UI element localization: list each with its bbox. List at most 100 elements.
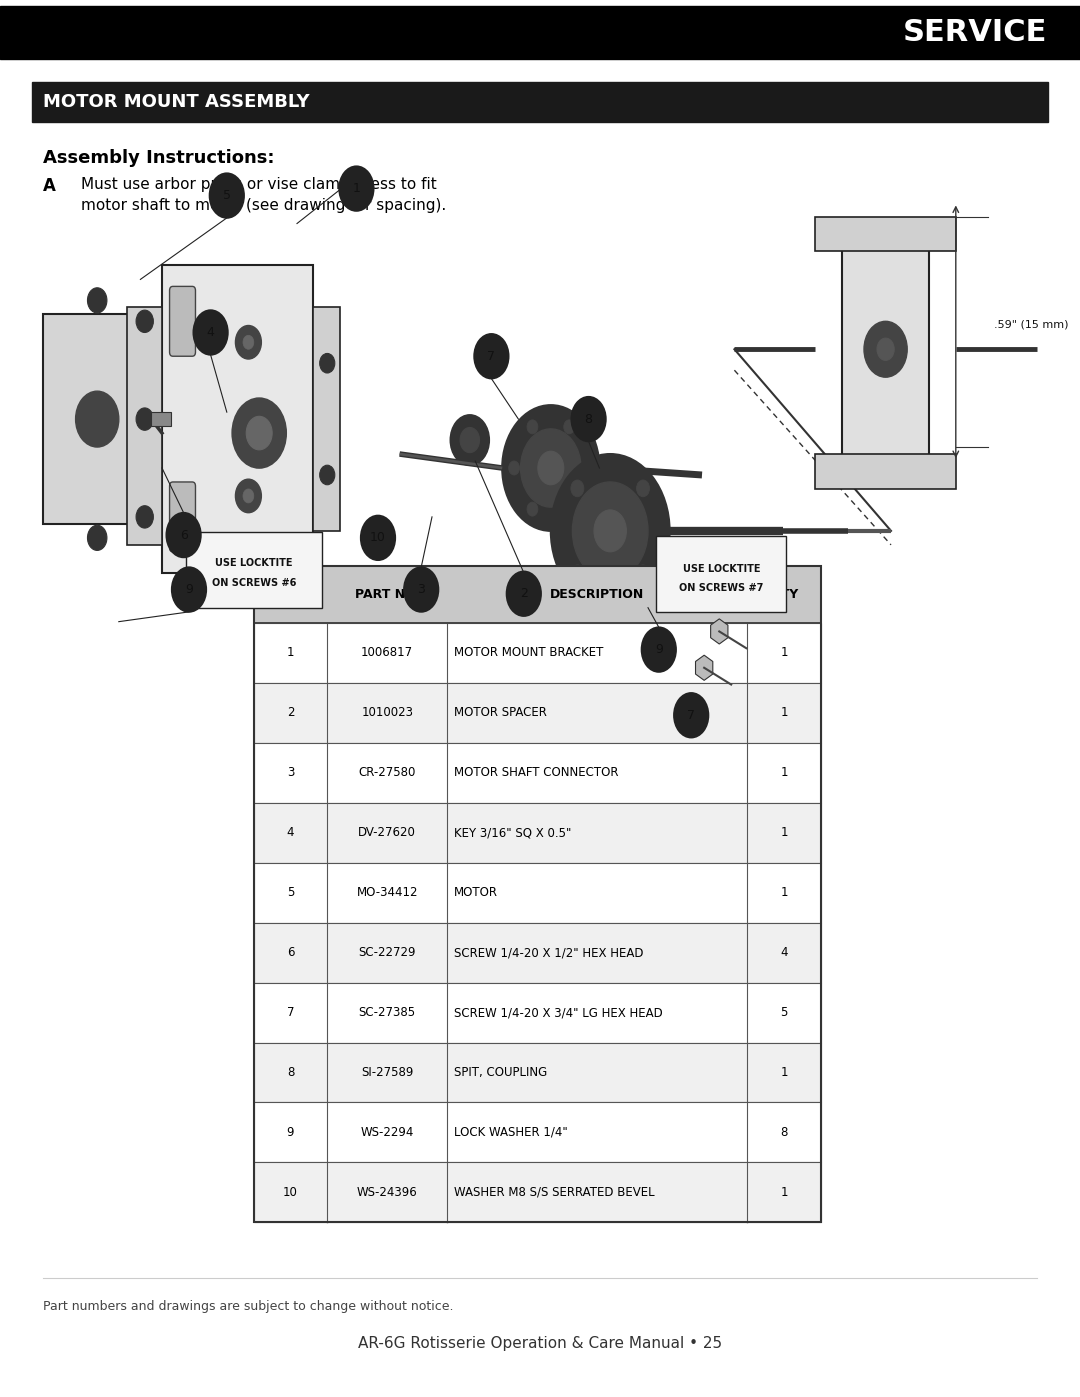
Text: 1: 1 bbox=[781, 766, 788, 780]
Circle shape bbox=[527, 420, 538, 434]
Circle shape bbox=[450, 415, 489, 465]
FancyBboxPatch shape bbox=[842, 237, 929, 475]
Circle shape bbox=[243, 335, 254, 349]
Text: SC-27385: SC-27385 bbox=[359, 1006, 416, 1018]
Text: 7: 7 bbox=[286, 1006, 294, 1018]
Text: Assembly Instructions:: Assembly Instructions: bbox=[43, 149, 274, 168]
Circle shape bbox=[637, 587, 659, 615]
Polygon shape bbox=[711, 619, 728, 644]
Text: 9: 9 bbox=[286, 1126, 294, 1139]
Bar bbox=[254, 803, 821, 863]
Circle shape bbox=[320, 353, 335, 373]
Text: 7: 7 bbox=[487, 349, 496, 363]
FancyBboxPatch shape bbox=[815, 217, 956, 251]
Circle shape bbox=[509, 461, 519, 475]
Text: MOTOR MOUNT ASSEMBLY: MOTOR MOUNT ASSEMBLY bbox=[43, 94, 310, 110]
Circle shape bbox=[636, 564, 649, 581]
FancyBboxPatch shape bbox=[43, 314, 151, 524]
Text: SPIT, COUPLING: SPIT, COUPLING bbox=[454, 1066, 546, 1078]
Text: 4: 4 bbox=[286, 826, 294, 840]
Text: MOTOR SPACER: MOTOR SPACER bbox=[454, 707, 546, 719]
Text: ON SCREWS #7: ON SCREWS #7 bbox=[679, 583, 764, 594]
Text: A: A bbox=[43, 177, 56, 196]
Text: 8: 8 bbox=[584, 412, 593, 426]
Circle shape bbox=[507, 571, 541, 616]
Text: 9: 9 bbox=[185, 583, 193, 597]
Bar bbox=[254, 1162, 821, 1222]
FancyBboxPatch shape bbox=[313, 307, 340, 531]
Circle shape bbox=[76, 391, 119, 447]
Bar bbox=[0, 6, 1080, 59]
Bar bbox=[254, 1102, 821, 1162]
Circle shape bbox=[136, 408, 153, 430]
Text: ITEM: ITEM bbox=[273, 588, 308, 601]
Text: KEY 3/16" SQ X 0.5": KEY 3/16" SQ X 0.5" bbox=[454, 826, 571, 840]
Circle shape bbox=[571, 481, 584, 497]
Text: 1: 1 bbox=[286, 647, 294, 659]
Text: PART NO.: PART NO. bbox=[354, 588, 420, 601]
Circle shape bbox=[527, 502, 538, 515]
FancyBboxPatch shape bbox=[127, 307, 162, 545]
Text: SC-22729: SC-22729 bbox=[359, 946, 416, 960]
Circle shape bbox=[246, 416, 272, 450]
Circle shape bbox=[538, 451, 564, 485]
Circle shape bbox=[877, 338, 894, 360]
Bar bbox=[254, 922, 821, 982]
Text: 1: 1 bbox=[781, 707, 788, 719]
Circle shape bbox=[243, 489, 254, 503]
Circle shape bbox=[642, 627, 676, 672]
Text: 4: 4 bbox=[206, 326, 215, 339]
Bar bbox=[254, 1042, 821, 1102]
Text: 1006817: 1006817 bbox=[361, 647, 414, 659]
Text: USE LOCKTITE: USE LOCKTITE bbox=[215, 557, 293, 569]
Bar bbox=[32, 82, 1048, 122]
Text: Must use arbor press or vise clamp press to fit
motor shaft to motor (see drawin: Must use arbor press or vise clamp press… bbox=[81, 177, 446, 214]
Bar bbox=[254, 566, 821, 623]
Text: ON SCREWS #6: ON SCREWS #6 bbox=[212, 577, 296, 588]
Text: 5: 5 bbox=[287, 886, 294, 900]
Text: 6: 6 bbox=[286, 946, 294, 960]
Text: MOTOR SHAFT CONNECTOR: MOTOR SHAFT CONNECTOR bbox=[454, 766, 618, 780]
Circle shape bbox=[87, 525, 107, 550]
Circle shape bbox=[643, 594, 653, 608]
Text: 2: 2 bbox=[286, 707, 294, 719]
Text: 4: 4 bbox=[781, 946, 788, 960]
Text: 10: 10 bbox=[283, 1186, 298, 1199]
Circle shape bbox=[232, 398, 286, 468]
Circle shape bbox=[404, 567, 438, 612]
FancyBboxPatch shape bbox=[170, 482, 195, 552]
Circle shape bbox=[339, 166, 374, 211]
Text: Part numbers and drawings are subject to change without notice.: Part numbers and drawings are subject to… bbox=[43, 1299, 454, 1313]
Polygon shape bbox=[696, 655, 713, 680]
Text: 1: 1 bbox=[781, 647, 788, 659]
Circle shape bbox=[572, 482, 648, 580]
Text: WASHER M8 S/S SERRATED BEVEL: WASHER M8 S/S SERRATED BEVEL bbox=[454, 1186, 654, 1199]
Text: MOTOR MOUNT BRACKET: MOTOR MOUNT BRACKET bbox=[454, 647, 603, 659]
Text: 8: 8 bbox=[287, 1066, 294, 1078]
Text: MOTOR: MOTOR bbox=[454, 886, 498, 900]
Circle shape bbox=[210, 173, 244, 218]
Text: LOCK WASHER 1/4": LOCK WASHER 1/4" bbox=[454, 1126, 567, 1139]
Circle shape bbox=[361, 515, 395, 560]
Text: WS-2294: WS-2294 bbox=[361, 1126, 414, 1139]
Circle shape bbox=[674, 693, 708, 738]
Circle shape bbox=[864, 321, 907, 377]
Text: DV-27620: DV-27620 bbox=[359, 826, 416, 840]
Circle shape bbox=[660, 616, 669, 627]
Text: QTY: QTY bbox=[770, 588, 798, 601]
Text: 7: 7 bbox=[687, 708, 696, 722]
Bar bbox=[254, 982, 821, 1042]
Circle shape bbox=[235, 479, 261, 513]
Circle shape bbox=[87, 288, 107, 313]
Text: SCREW 1/4-20 X 3/4" LG HEX HEAD: SCREW 1/4-20 X 3/4" LG HEX HEAD bbox=[454, 1006, 662, 1018]
Bar bbox=[254, 743, 821, 803]
Text: SERVICE: SERVICE bbox=[903, 18, 1048, 46]
Text: 1: 1 bbox=[781, 1066, 788, 1078]
Text: 9: 9 bbox=[654, 643, 663, 657]
Circle shape bbox=[235, 326, 261, 359]
Circle shape bbox=[172, 567, 206, 612]
Circle shape bbox=[521, 429, 581, 507]
Text: 2: 2 bbox=[519, 587, 528, 601]
Circle shape bbox=[551, 454, 670, 608]
FancyBboxPatch shape bbox=[656, 536, 786, 612]
